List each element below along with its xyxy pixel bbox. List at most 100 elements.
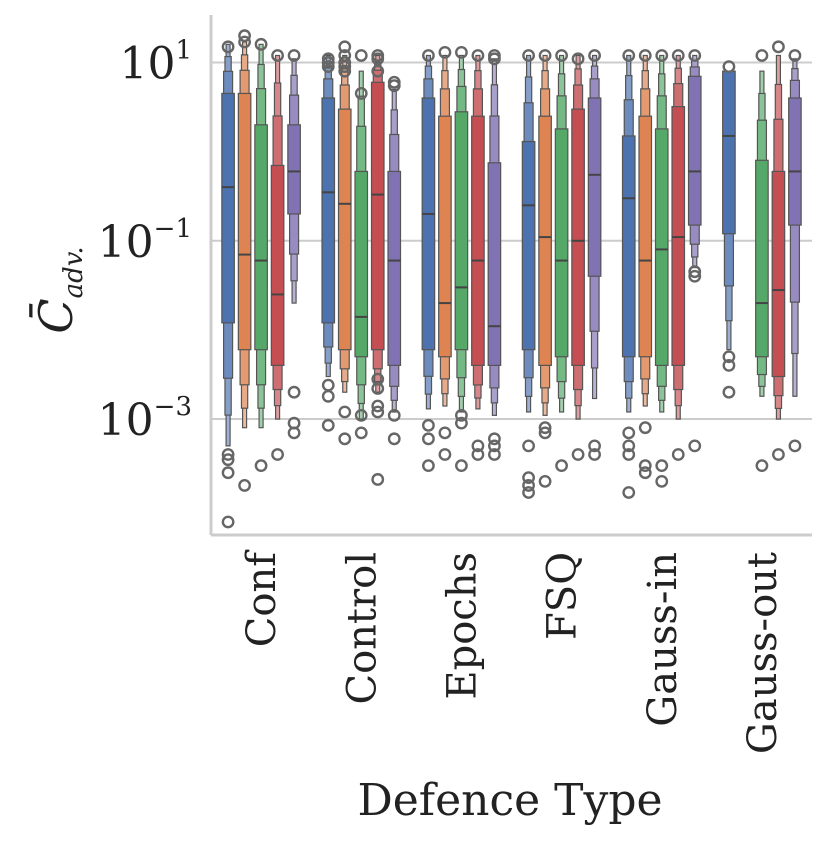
box-level <box>438 115 452 358</box>
outlier-point <box>354 49 368 62</box>
box-level <box>638 115 653 358</box>
x-axis-title: Defence Type <box>357 775 662 826</box>
outlier-point <box>438 45 452 59</box>
outlier-point <box>755 459 769 473</box>
outlier-point <box>772 40 785 54</box>
outlier-point <box>588 448 601 461</box>
y-tick-exponent: −3 <box>154 392 192 422</box>
outlier-point <box>455 408 468 422</box>
outlier-point <box>354 426 368 440</box>
outlier-point <box>471 439 485 453</box>
box-level <box>521 140 536 351</box>
outlier-point <box>287 416 301 430</box>
outlier-point <box>588 49 601 62</box>
box-group-gauss-in <box>621 49 702 499</box>
outlier-point <box>688 269 702 283</box>
outlier-point <box>638 459 652 473</box>
outlier-point <box>321 60 335 74</box>
box-level <box>554 128 569 358</box>
outlier-point <box>438 448 452 461</box>
outlier-point <box>488 49 501 62</box>
box-level <box>587 97 602 277</box>
outlier-point <box>338 49 352 62</box>
outlier-point <box>722 350 736 364</box>
outlier-point <box>221 466 235 480</box>
box-level <box>487 162 502 366</box>
box-level <box>654 128 669 366</box>
outlier-point <box>338 40 352 54</box>
outlier-point <box>371 405 385 419</box>
outlier-point <box>438 426 452 440</box>
x-tick-label: Gauss-in <box>640 552 686 727</box>
outlier-point <box>254 459 268 473</box>
y-tick-label: 101 <box>119 36 192 90</box>
box-level <box>571 108 585 366</box>
gridlines <box>211 61 812 421</box>
outlier-point <box>571 448 585 461</box>
box-level <box>287 124 301 215</box>
outlier-point <box>221 40 235 54</box>
outlier-point <box>622 439 636 453</box>
outlier-point <box>221 448 235 461</box>
outlier-point <box>688 439 702 453</box>
outlier-point <box>755 49 769 62</box>
box-level <box>370 81 385 351</box>
outlier-point <box>422 459 435 473</box>
outlier-point <box>371 64 385 78</box>
outlier-point <box>655 459 669 473</box>
box-group-fsq <box>521 49 602 499</box>
outlier-point <box>538 49 552 62</box>
outlier-point <box>538 474 552 488</box>
outlier-point <box>722 358 736 372</box>
outlier-point <box>788 439 802 453</box>
outlier-point <box>387 432 401 446</box>
outlier-point <box>522 486 535 499</box>
y-axis-title: C̄adv. <box>28 246 89 333</box>
y-axis-title-main: C̄ <box>28 298 83 333</box>
y-tick-base: 10 <box>98 395 154 446</box>
outlier-point <box>455 416 468 430</box>
outlier-point <box>371 399 385 413</box>
outlier-point <box>338 64 352 78</box>
box-level <box>755 159 769 358</box>
box-level <box>538 115 552 366</box>
x-tick-label: Control <box>339 552 385 705</box>
outlier-point <box>371 372 385 386</box>
outlier-point <box>321 378 335 392</box>
outlier-point <box>271 49 284 62</box>
axes <box>209 15 812 537</box>
outlier-point <box>522 439 535 453</box>
outlier-point <box>254 37 268 51</box>
x-tick-label: FSQ <box>540 552 586 640</box>
box-level <box>237 92 252 351</box>
box-level <box>771 170 786 378</box>
box-level <box>454 111 469 351</box>
outlier-point <box>488 448 501 461</box>
outlier-point <box>221 515 235 529</box>
outlier-point <box>338 405 352 419</box>
outlier-point <box>538 426 552 440</box>
outlier-point <box>671 448 685 461</box>
y-tick-label: 10−3 <box>98 392 192 446</box>
outlier-point <box>338 56 352 69</box>
box-level <box>421 97 436 351</box>
outlier-point <box>422 418 435 432</box>
outlier-point <box>555 49 568 62</box>
outlier-point <box>772 448 785 461</box>
box-level <box>387 170 402 366</box>
box-level <box>337 108 352 351</box>
x-tick-label: Epochs <box>439 552 485 700</box>
y-tick-exponent: −1 <box>154 214 192 244</box>
outlier-point <box>238 479 251 492</box>
box-level <box>671 106 686 366</box>
box-group-control <box>321 40 402 486</box>
outlier-point <box>321 418 335 432</box>
boxes <box>221 29 802 529</box>
outlier-point <box>354 87 368 100</box>
y-tick-label: 10−1 <box>98 214 192 268</box>
y-tick-base: 10 <box>98 217 154 268</box>
outlier-point <box>471 448 485 461</box>
box-level <box>471 115 485 366</box>
outlier-point <box>788 49 802 62</box>
